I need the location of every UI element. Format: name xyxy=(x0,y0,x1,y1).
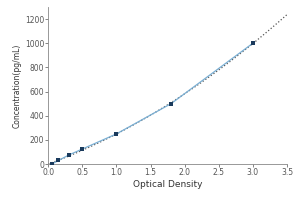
Y-axis label: Concentration(pg/mL): Concentration(pg/mL) xyxy=(13,43,22,128)
X-axis label: Optical Density: Optical Density xyxy=(133,180,202,189)
